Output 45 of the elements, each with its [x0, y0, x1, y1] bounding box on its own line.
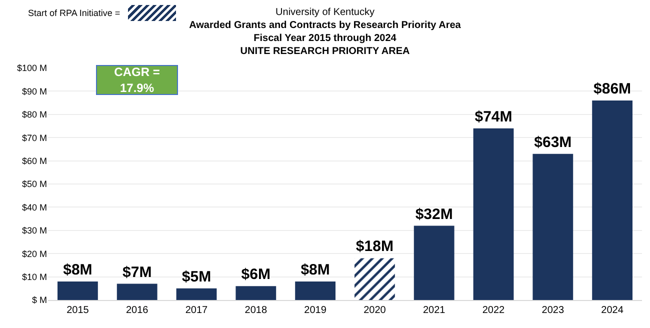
- data-label: $86M: [594, 80, 632, 98]
- data-label: $74M: [474, 108, 512, 126]
- x-tick-label: 2023: [542, 305, 564, 316]
- bar: [532, 154, 574, 300]
- y-tick-label: $10 M: [22, 272, 47, 282]
- x-tick-label: 2016: [126, 305, 149, 316]
- bar: [354, 258, 395, 300]
- x-tick-label: 2017: [185, 305, 208, 316]
- y-tick-label: $20 M: [22, 248, 47, 259]
- y-tick-label: $30 M: [22, 226, 47, 236]
- data-label: $18M: [356, 238, 394, 256]
- bar: [295, 281, 336, 300]
- bar: [236, 286, 276, 300]
- chart-subtitle: Awarded Grants and Contracts by Research Priority Area Fiscal Year 2015 through 2024 UNITE RESEARCH PRIORITY AREA: [189, 20, 462, 57]
- data-label: $6M: [241, 266, 270, 284]
- bar: [58, 281, 98, 300]
- data-label: $63M: [534, 134, 572, 151]
- annotation: CAGR = 17.9%: [114, 65, 160, 95]
- bar: [116, 284, 158, 300]
- y-tick-label: $70 M: [22, 132, 47, 143]
- data-label: $32M: [415, 206, 453, 223]
- x-tick-label: 2022: [482, 305, 506, 316]
- y-tick-label: $50 M: [22, 179, 47, 190]
- x-tick-label: 2021: [422, 305, 446, 316]
- data-label: $5M: [182, 268, 212, 286]
- text: Start of RPA Initiative =: [28, 8, 120, 18]
- y-tick-label: $80 M: [22, 110, 47, 120]
- x-tick-label: 2019: [304, 305, 327, 316]
- bar: [592, 100, 632, 300]
- x-tick-label: 2015: [66, 305, 90, 316]
- bar: [176, 288, 217, 300]
- y-tick-label: $40 M: [22, 202, 47, 212]
- chart-title: University of Kentucky: [276, 6, 374, 18]
- data-label: $8M: [63, 261, 92, 278]
- bar: [473, 128, 514, 300]
- y-tick-label: $60 M: [22, 156, 47, 166]
- x-tick-label: 2020: [364, 305, 386, 316]
- bar: [414, 226, 454, 300]
- y-tick-label: $90 M: [22, 86, 47, 96]
- x-tick-label: 2024: [601, 305, 624, 316]
- data-label: $8M: [300, 261, 330, 278]
- y-tick-label: $100 M: [16, 63, 47, 74]
- y-tick-label: $ M: [32, 295, 47, 306]
- data-label: $7M: [122, 264, 152, 281]
- x-tick-label: 2018: [244, 305, 268, 316]
